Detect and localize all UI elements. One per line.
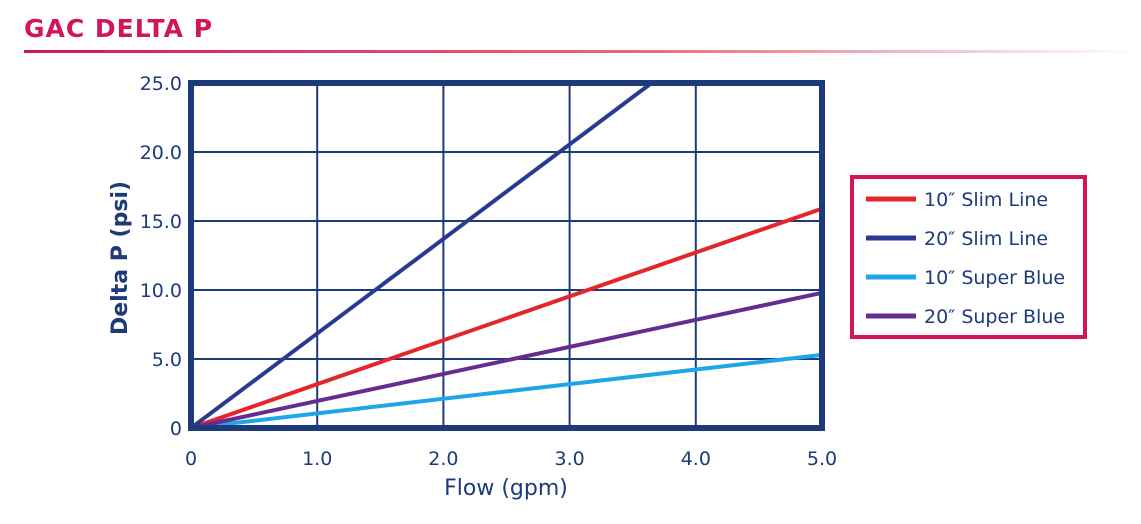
series-line-4 xyxy=(191,290,822,428)
legend-border xyxy=(850,175,1087,339)
x-tick-label: 5.0 xyxy=(807,448,837,470)
x-tick-label: 0 xyxy=(185,448,197,470)
y-tick-label: 0 xyxy=(170,418,182,440)
legend-label: 10″ Super Blue xyxy=(924,267,1065,289)
y-tick-label: 20.0 xyxy=(140,142,182,164)
legend-label: 20″ Super Blue xyxy=(924,306,1065,328)
y-axis-label: Delta P (psi) xyxy=(108,181,133,335)
legend-label: 20″ Slim Line xyxy=(924,228,1048,250)
y-tick-label: 5.0 xyxy=(152,349,182,371)
x-tick-label: 4.0 xyxy=(681,448,711,470)
x-tick-label: 2.0 xyxy=(428,448,458,470)
x-tick-label: 3.0 xyxy=(554,448,584,470)
y-tick-label: 25.0 xyxy=(140,73,182,95)
x-axis-label: Flow (gpm) xyxy=(444,476,568,501)
series-line-2 xyxy=(191,83,653,428)
x-tick-label: 1.0 xyxy=(302,448,332,470)
title-divider xyxy=(24,50,1141,53)
y-tick-label: 10.0 xyxy=(140,280,182,302)
page-title: GAC DELTA P xyxy=(24,14,214,43)
series-line-3 xyxy=(191,352,822,428)
y-tick-labels: 0 5.0 10.0 15.0 20.0 25.0 xyxy=(140,73,182,440)
plot-frame xyxy=(188,80,825,431)
y-tick-label: 15.0 xyxy=(140,211,182,233)
x-tick-labels: 0 1.0 2.0 3.0 4.0 5.0 xyxy=(185,448,837,470)
grid xyxy=(191,83,822,428)
legend: 10″ Slim Line 20″ Slim Line 10″ Super Blue… xyxy=(850,175,1087,339)
series-line-1 xyxy=(191,206,822,428)
series-lines xyxy=(191,83,822,428)
legend-label: 10″ Slim Line xyxy=(924,189,1048,211)
